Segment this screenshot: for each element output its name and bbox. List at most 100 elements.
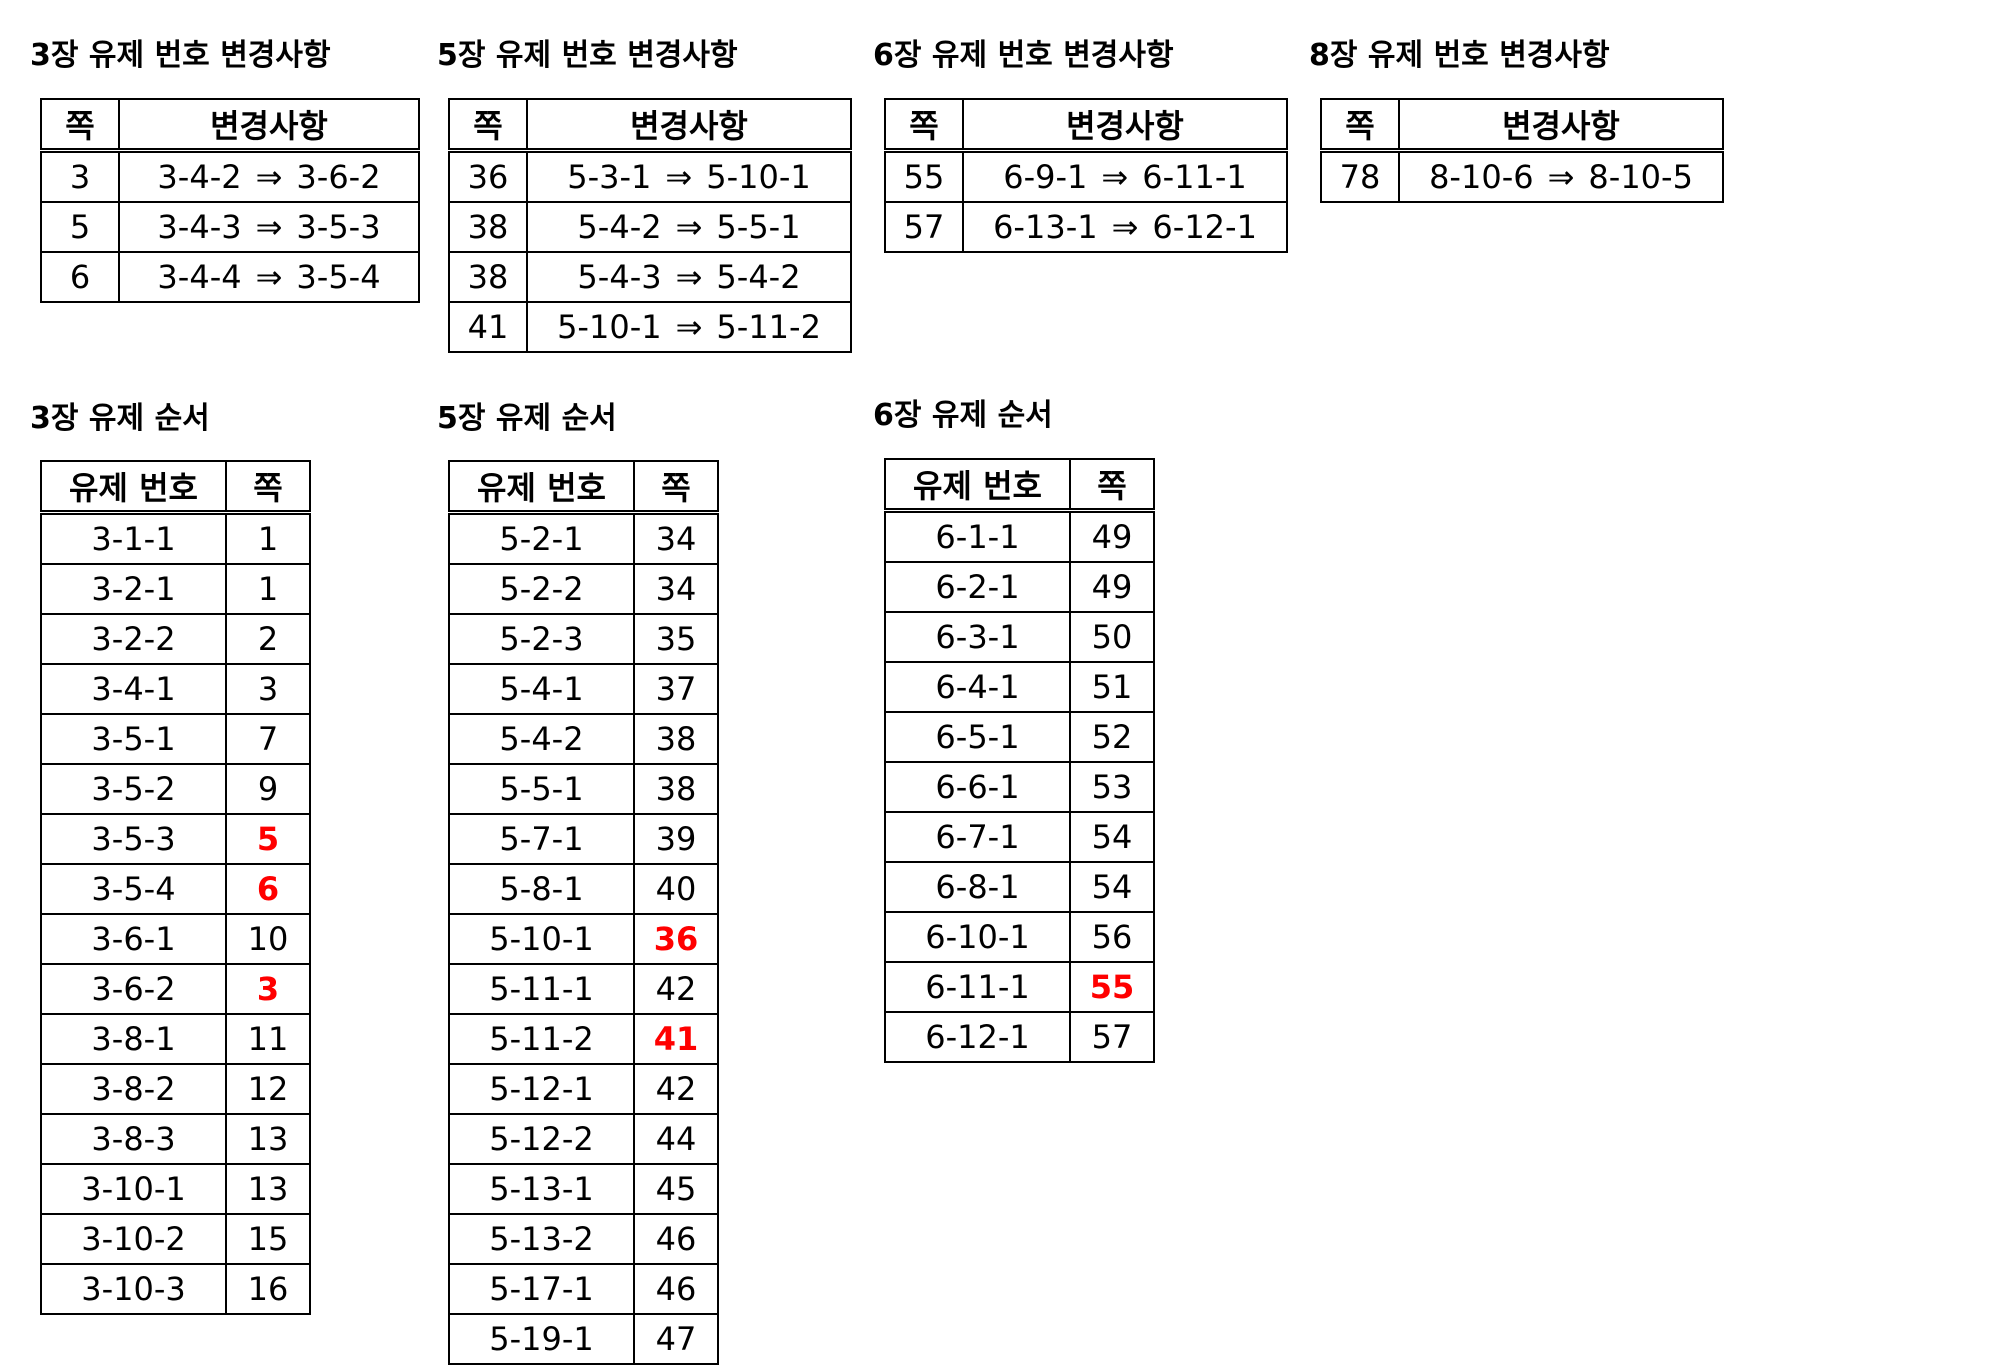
exercise-column-header: 유제 번호 [40, 460, 227, 515]
change-column-header: 변경사항 [118, 98, 420, 153]
table-row: 38 5-4-2 ⇒ 5-5-1 [448, 201, 852, 253]
page-cell: 46 [633, 1263, 719, 1315]
change-table-title: 3장 유제 번호 변경사항 [30, 38, 331, 73]
table-row: 5-10-1 36 [448, 913, 719, 965]
page-cell: 3 [225, 663, 311, 715]
header-row: 유제 번호 쪽 [40, 460, 311, 515]
old-number: 5-10-1 [557, 308, 662, 346]
change-table: 쪽 변경사항 36 5-3-1 ⇒ 5-10-1 38 5-4-2 ⇒ 5-5-1 38 5-4-3 ⇒… [448, 98, 852, 353]
change-table-title: 6장 유제 번호 변경사항 [873, 38, 1174, 73]
table-row: 6-10-1 56 [884, 911, 1155, 963]
arrow-icon: ⇒ [675, 258, 703, 296]
page-cell: 6 [40, 251, 120, 303]
page-cell: 13 [225, 1163, 311, 1215]
exercise-number-cell: 3-4-1 [40, 663, 227, 715]
change-cell: 3-4-4 ⇒ 3-5-4 [118, 251, 420, 303]
table-row: 6-2-1 49 [884, 561, 1155, 613]
exercise-number-cell: 3-5-1 [40, 713, 227, 765]
page-cell: 44 [633, 1113, 719, 1165]
changed-page-cell: 6 [225, 863, 311, 915]
table-row: 5-12-1 42 [448, 1063, 719, 1115]
page-cell: 47 [633, 1313, 719, 1365]
exercise-number-cell: 6-2-1 [884, 561, 1071, 613]
table-row: 3-5-4 6 [40, 863, 311, 915]
page-cell: 36 [448, 149, 528, 203]
page-cell: 10 [225, 913, 311, 965]
exercise-number-cell: 5-11-1 [448, 963, 635, 1015]
page-column-header: 쪽 [448, 98, 528, 153]
table-row: 3-8-3 13 [40, 1113, 311, 1165]
exercise-number-cell: 3-10-2 [40, 1213, 227, 1265]
change-column-header: 변경사항 [1398, 98, 1724, 153]
changed-page-cell: 5 [225, 813, 311, 865]
exercise-column-header: 유제 번호 [884, 458, 1071, 513]
table-row: 5-2-2 34 [448, 563, 719, 615]
page-cell: 15 [225, 1213, 311, 1265]
table-row: 6-8-1 54 [884, 861, 1155, 913]
change-cell: 3-4-2 ⇒ 3-6-2 [118, 149, 420, 203]
arrow-icon: ⇒ [255, 208, 283, 246]
table-row: 3 3-4-2 ⇒ 3-6-2 [40, 149, 420, 203]
new-number: 3-6-2 [296, 158, 381, 196]
exercise-number-cell: 5-13-1 [448, 1163, 635, 1215]
exercise-number-cell: 6-6-1 [884, 761, 1071, 813]
page-cell: 45 [633, 1163, 719, 1215]
page-cell: 57 [884, 201, 964, 253]
change-table-title: 5장 유제 번호 변경사항 [437, 38, 738, 73]
change-table: 쪽 변경사항 3 3-4-2 ⇒ 3-6-2 5 3-4-3 ⇒ 3-5-3 6 3-4-4 ⇒ 3-5-… [40, 98, 420, 303]
change-cell: 3-4-3 ⇒ 3-5-3 [118, 201, 420, 253]
page-cell: 34 [633, 511, 719, 565]
arrow-icon: ⇒ [1547, 158, 1575, 196]
page-cell: 2 [225, 613, 311, 665]
table-row: 6-1-1 49 [884, 509, 1155, 563]
changed-page-cell: 41 [633, 1013, 719, 1065]
table-row: 5-4-1 37 [448, 663, 719, 715]
table-row: 3-2-2 2 [40, 613, 311, 665]
table-row: 6-6-1 53 [884, 761, 1155, 813]
page-cell: 34 [633, 563, 719, 615]
exercise-number-cell: 6-3-1 [884, 611, 1071, 663]
page-cell: 49 [1069, 561, 1155, 613]
exercise-number-cell: 5-19-1 [448, 1313, 635, 1365]
exercise-number-cell: 6-4-1 [884, 661, 1071, 713]
old-number: 5-4-2 [577, 208, 662, 246]
exercise-number-cell: 3-2-1 [40, 563, 227, 615]
table-row: 5-4-2 38 [448, 713, 719, 765]
change-table-title: 8장 유제 번호 변경사항 [1309, 38, 1610, 73]
arrow-icon: ⇒ [255, 158, 283, 196]
table-row: 6-4-1 51 [884, 661, 1155, 713]
table-row: 5-11-2 41 [448, 1013, 719, 1065]
table-row: 3-8-2 12 [40, 1063, 311, 1115]
table-row: 3-1-1 1 [40, 511, 311, 565]
exercise-number-cell: 6-7-1 [884, 811, 1071, 863]
exercise-number-cell: 6-10-1 [884, 911, 1071, 963]
exercise-number-cell: 3-6-1 [40, 913, 227, 965]
change-cell: 5-4-2 ⇒ 5-5-1 [526, 201, 852, 253]
new-number: 6-12-1 [1152, 208, 1257, 246]
table-row: 78 8-10-6 ⇒ 8-10-5 [1320, 149, 1724, 203]
order-table-title: 3장 유제 순서 [30, 401, 210, 436]
page-cell: 38 [633, 763, 719, 815]
table-row: 5-12-2 44 [448, 1113, 719, 1165]
table-row: 38 5-4-3 ⇒ 5-4-2 [448, 251, 852, 303]
table-row: 3-6-2 3 [40, 963, 311, 1015]
old-number: 6-9-1 [1003, 158, 1088, 196]
page-column-header: 쪽 [884, 98, 964, 153]
old-number: 5-3-1 [567, 158, 652, 196]
old-number: 3-4-2 [157, 158, 242, 196]
exercise-number-cell: 5-2-1 [448, 511, 635, 565]
exercise-number-cell: 5-8-1 [448, 863, 635, 915]
exercise-number-cell: 3-5-3 [40, 813, 227, 865]
page-cell: 12 [225, 1063, 311, 1115]
page-cell: 1 [225, 563, 311, 615]
table-row: 6-11-1 55 [884, 961, 1155, 1013]
exercise-number-cell: 3-6-2 [40, 963, 227, 1015]
table-row: 6 3-4-4 ⇒ 3-5-4 [40, 251, 420, 303]
page-cell: 51 [1069, 661, 1155, 713]
exercise-number-cell: 6-8-1 [884, 861, 1071, 913]
change-cell: 6-13-1 ⇒ 6-12-1 [962, 201, 1288, 253]
new-number: 3-5-4 [296, 258, 381, 296]
table-row: 3-8-1 11 [40, 1013, 311, 1065]
header-row: 유제 번호 쪽 [448, 460, 719, 515]
table-row: 41 5-10-1 ⇒ 5-11-2 [448, 301, 852, 353]
